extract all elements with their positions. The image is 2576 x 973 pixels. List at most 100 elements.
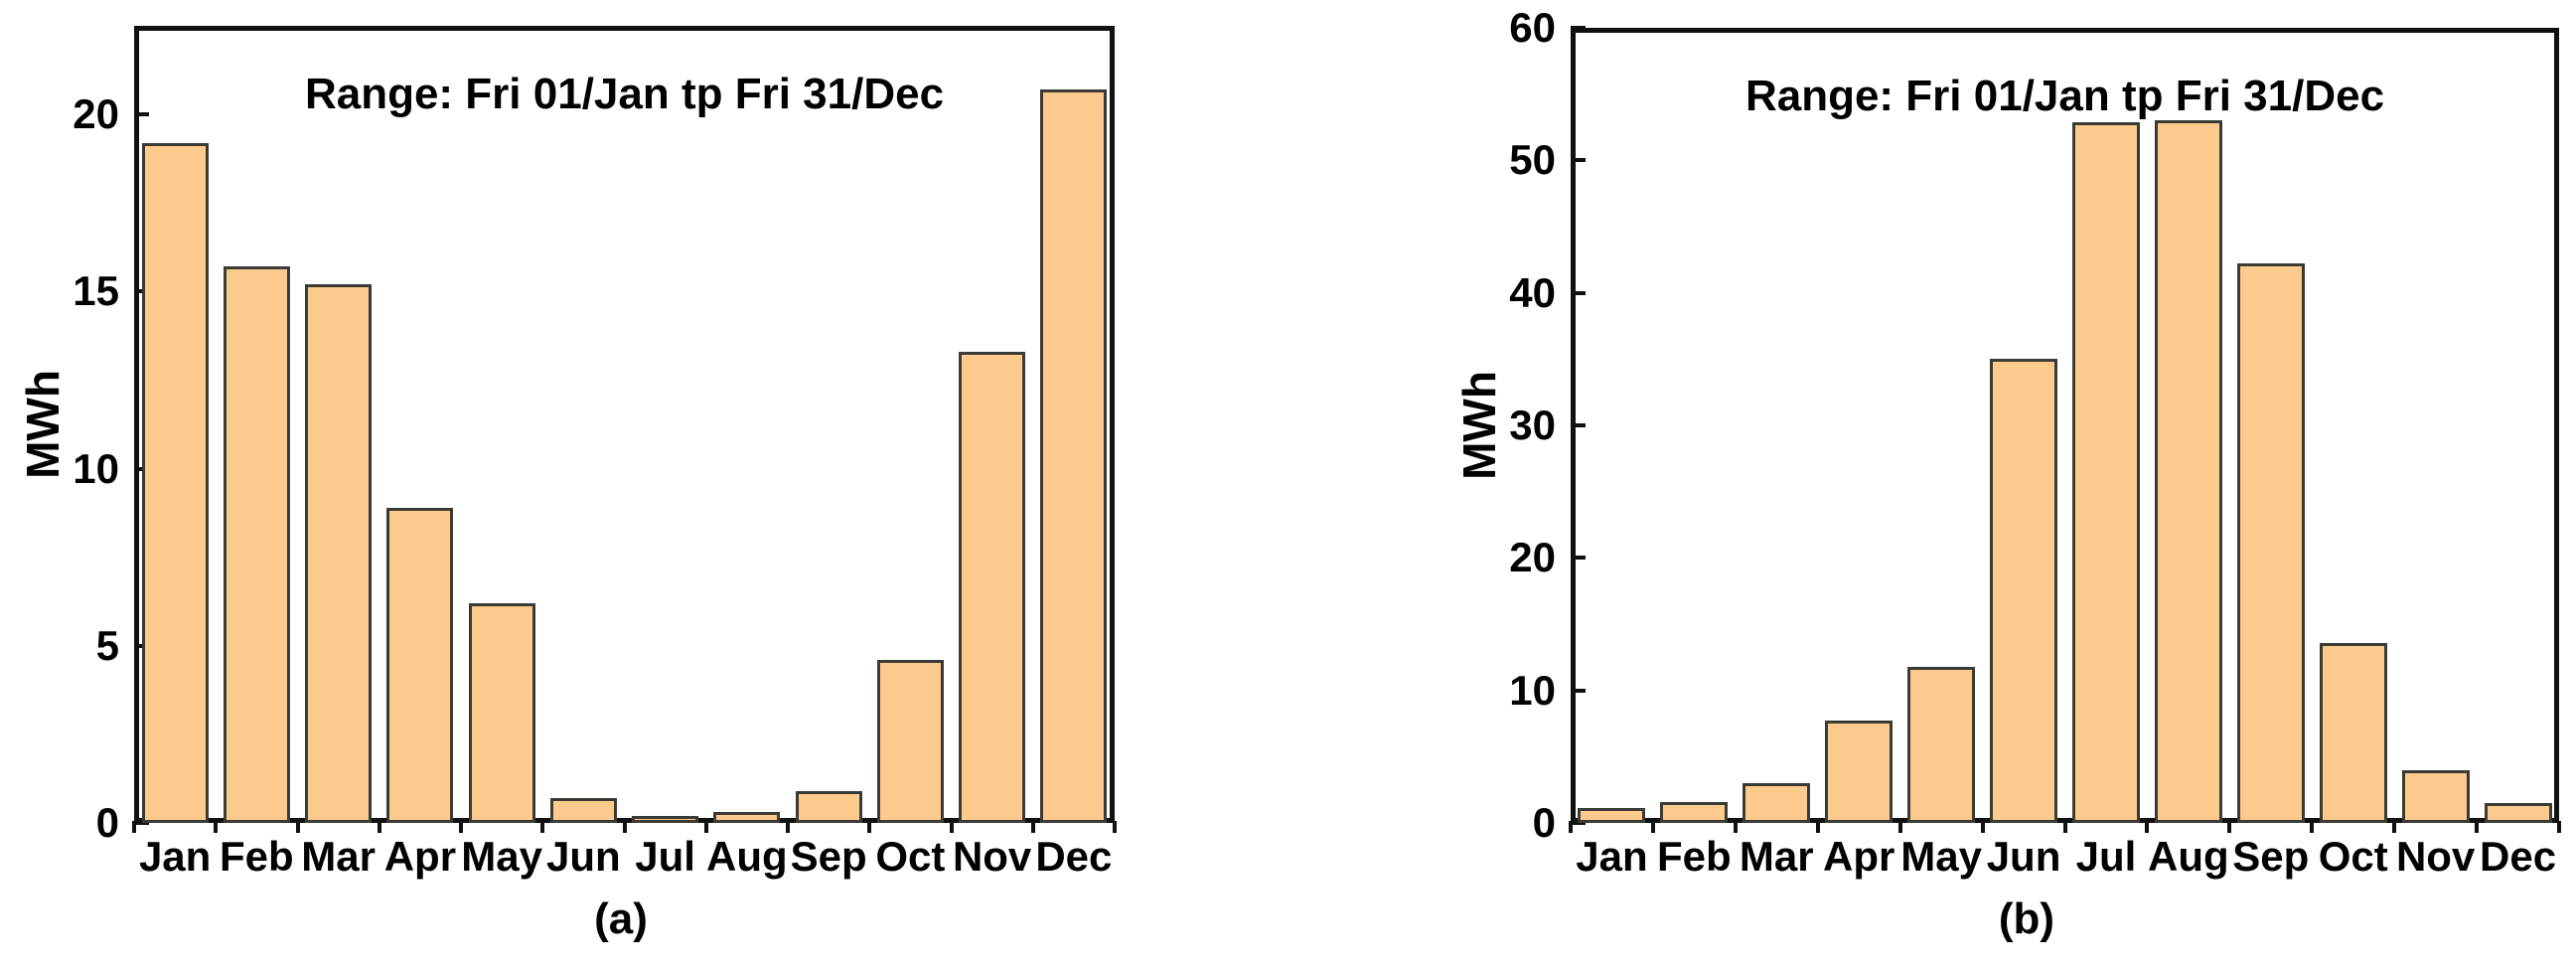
x-label-may: May	[461, 833, 542, 880]
x-label-oct: Oct	[2318, 833, 2388, 880]
x-label-jun: Jun	[1986, 833, 2061, 880]
y-tick-mark	[134, 643, 149, 648]
chart-a-title: Range: Fri 01/Jan tp Fri 31/Dec	[304, 70, 945, 118]
bar-jun	[549, 798, 617, 823]
x-tick-mark	[622, 821, 627, 833]
bar-apr	[1825, 721, 1894, 823]
x-label-dec: Dec	[2480, 833, 2557, 880]
bar-aug	[2154, 120, 2222, 823]
y-tick-mark	[1571, 26, 1586, 30]
x-tick-mark	[867, 821, 872, 833]
x-label-jul: Jul	[2075, 833, 2137, 880]
y-tick-label: 30	[1509, 402, 1556, 448]
bar-jul	[2071, 122, 2140, 823]
chart-b-plot-area	[1571, 28, 2559, 823]
y-tick-label: 15	[73, 267, 119, 315]
x-label-jun: Jun	[546, 833, 621, 880]
bar-dec	[1040, 89, 1108, 823]
x-tick-mark	[1815, 821, 1820, 833]
x-label-aug: Aug	[2148, 833, 2229, 880]
x-label-dec: Dec	[1035, 833, 1113, 880]
x-label-jan: Jan	[138, 833, 212, 880]
y-tick-mark	[1571, 688, 1586, 693]
x-tick-mark	[377, 821, 381, 833]
x-tick-mark	[2227, 821, 2232, 833]
bar-jan	[1578, 808, 1646, 823]
x-label-nov: Nov	[2395, 833, 2476, 880]
bar-feb	[1660, 802, 1729, 823]
y-tick-label: 5	[95, 621, 119, 669]
x-tick-mark	[1980, 821, 1985, 833]
bar-mar	[1743, 783, 1811, 823]
y-tick-label: 10	[73, 444, 119, 492]
x-tick-mark	[949, 821, 954, 833]
y-tick-mark	[1571, 423, 1586, 427]
bar-sep	[795, 791, 862, 823]
x-tick-mark	[1897, 821, 1902, 833]
bar-oct	[2319, 643, 2387, 823]
x-tick-mark	[786, 821, 790, 833]
x-label-feb: Feb	[220, 833, 294, 880]
bar-oct	[876, 660, 944, 823]
x-tick-mark	[2145, 821, 2150, 833]
x-tick-mark	[214, 821, 219, 833]
y-tick-mark	[1571, 821, 1586, 825]
x-tick-mark	[459, 821, 463, 833]
x-tick-mark	[2475, 821, 2480, 833]
x-tick-mark	[2310, 821, 2315, 833]
y-tick-label: 20	[73, 90, 119, 138]
x-label-mar: Mar	[301, 833, 376, 880]
y-tick-label: 0	[1532, 799, 1556, 846]
y-tick-mark	[134, 112, 149, 117]
chart-a-plot-area	[134, 26, 1115, 823]
chart-a-caption: (a)	[594, 894, 648, 943]
x-tick-mark	[2392, 821, 2397, 833]
bar-apr	[386, 508, 454, 823]
x-label-feb: Feb	[1657, 833, 1732, 880]
x-tick-mark	[1113, 821, 1117, 833]
bar-jul	[632, 816, 699, 823]
x-tick-mark	[1030, 821, 1035, 833]
x-label-nov: Nov	[952, 833, 1032, 880]
x-label-jul: Jul	[635, 833, 695, 880]
y-tick-label: 60	[1509, 4, 1556, 51]
x-tick-mark	[2062, 821, 2067, 833]
y-tick-mark	[1571, 158, 1586, 163]
bar-jan	[141, 143, 209, 823]
bar-mar	[305, 284, 373, 823]
bar-nov	[2401, 770, 2470, 823]
x-label-apr: Apr	[383, 833, 457, 880]
bar-jun	[1990, 359, 2058, 823]
bar-sep	[2236, 263, 2305, 823]
bar-dec	[2484, 803, 2552, 823]
x-tick-mark	[1733, 821, 1738, 833]
y-tick-label: 40	[1509, 268, 1556, 316]
y-tick-mark	[134, 466, 149, 471]
bar-feb	[223, 266, 290, 823]
y-tick-mark	[134, 289, 149, 294]
bar-nov	[959, 352, 1026, 823]
x-label-jan: Jan	[1576, 833, 1648, 880]
x-tick-mark	[132, 821, 136, 833]
x-tick-mark	[540, 821, 545, 833]
x-tick-mark	[1650, 821, 1655, 833]
x-tick-mark	[295, 821, 300, 833]
x-tick-mark	[703, 821, 708, 833]
bar-may	[1907, 667, 1976, 823]
x-tick-mark	[2557, 821, 2561, 833]
x-label-sep: Sep	[790, 833, 867, 880]
x-label-oct: Oct	[875, 833, 946, 880]
x-label-aug: Aug	[706, 833, 788, 880]
chart-b-title: Range: Fri 01/Jan tp Fri 31/Dec	[1744, 72, 2385, 120]
x-label-mar: Mar	[1739, 833, 1814, 880]
bar-may	[468, 603, 535, 823]
bar-aug	[713, 812, 781, 823]
x-label-sep: Sep	[2232, 833, 2310, 880]
x-tick-mark	[1569, 821, 1573, 833]
y-tick-label: 0	[95, 799, 119, 846]
y-tick-label: 50	[1509, 136, 1556, 184]
x-label-apr: Apr	[1823, 833, 1895, 880]
y-tick-label: 20	[1509, 534, 1556, 581]
y-tick-mark	[134, 821, 149, 825]
